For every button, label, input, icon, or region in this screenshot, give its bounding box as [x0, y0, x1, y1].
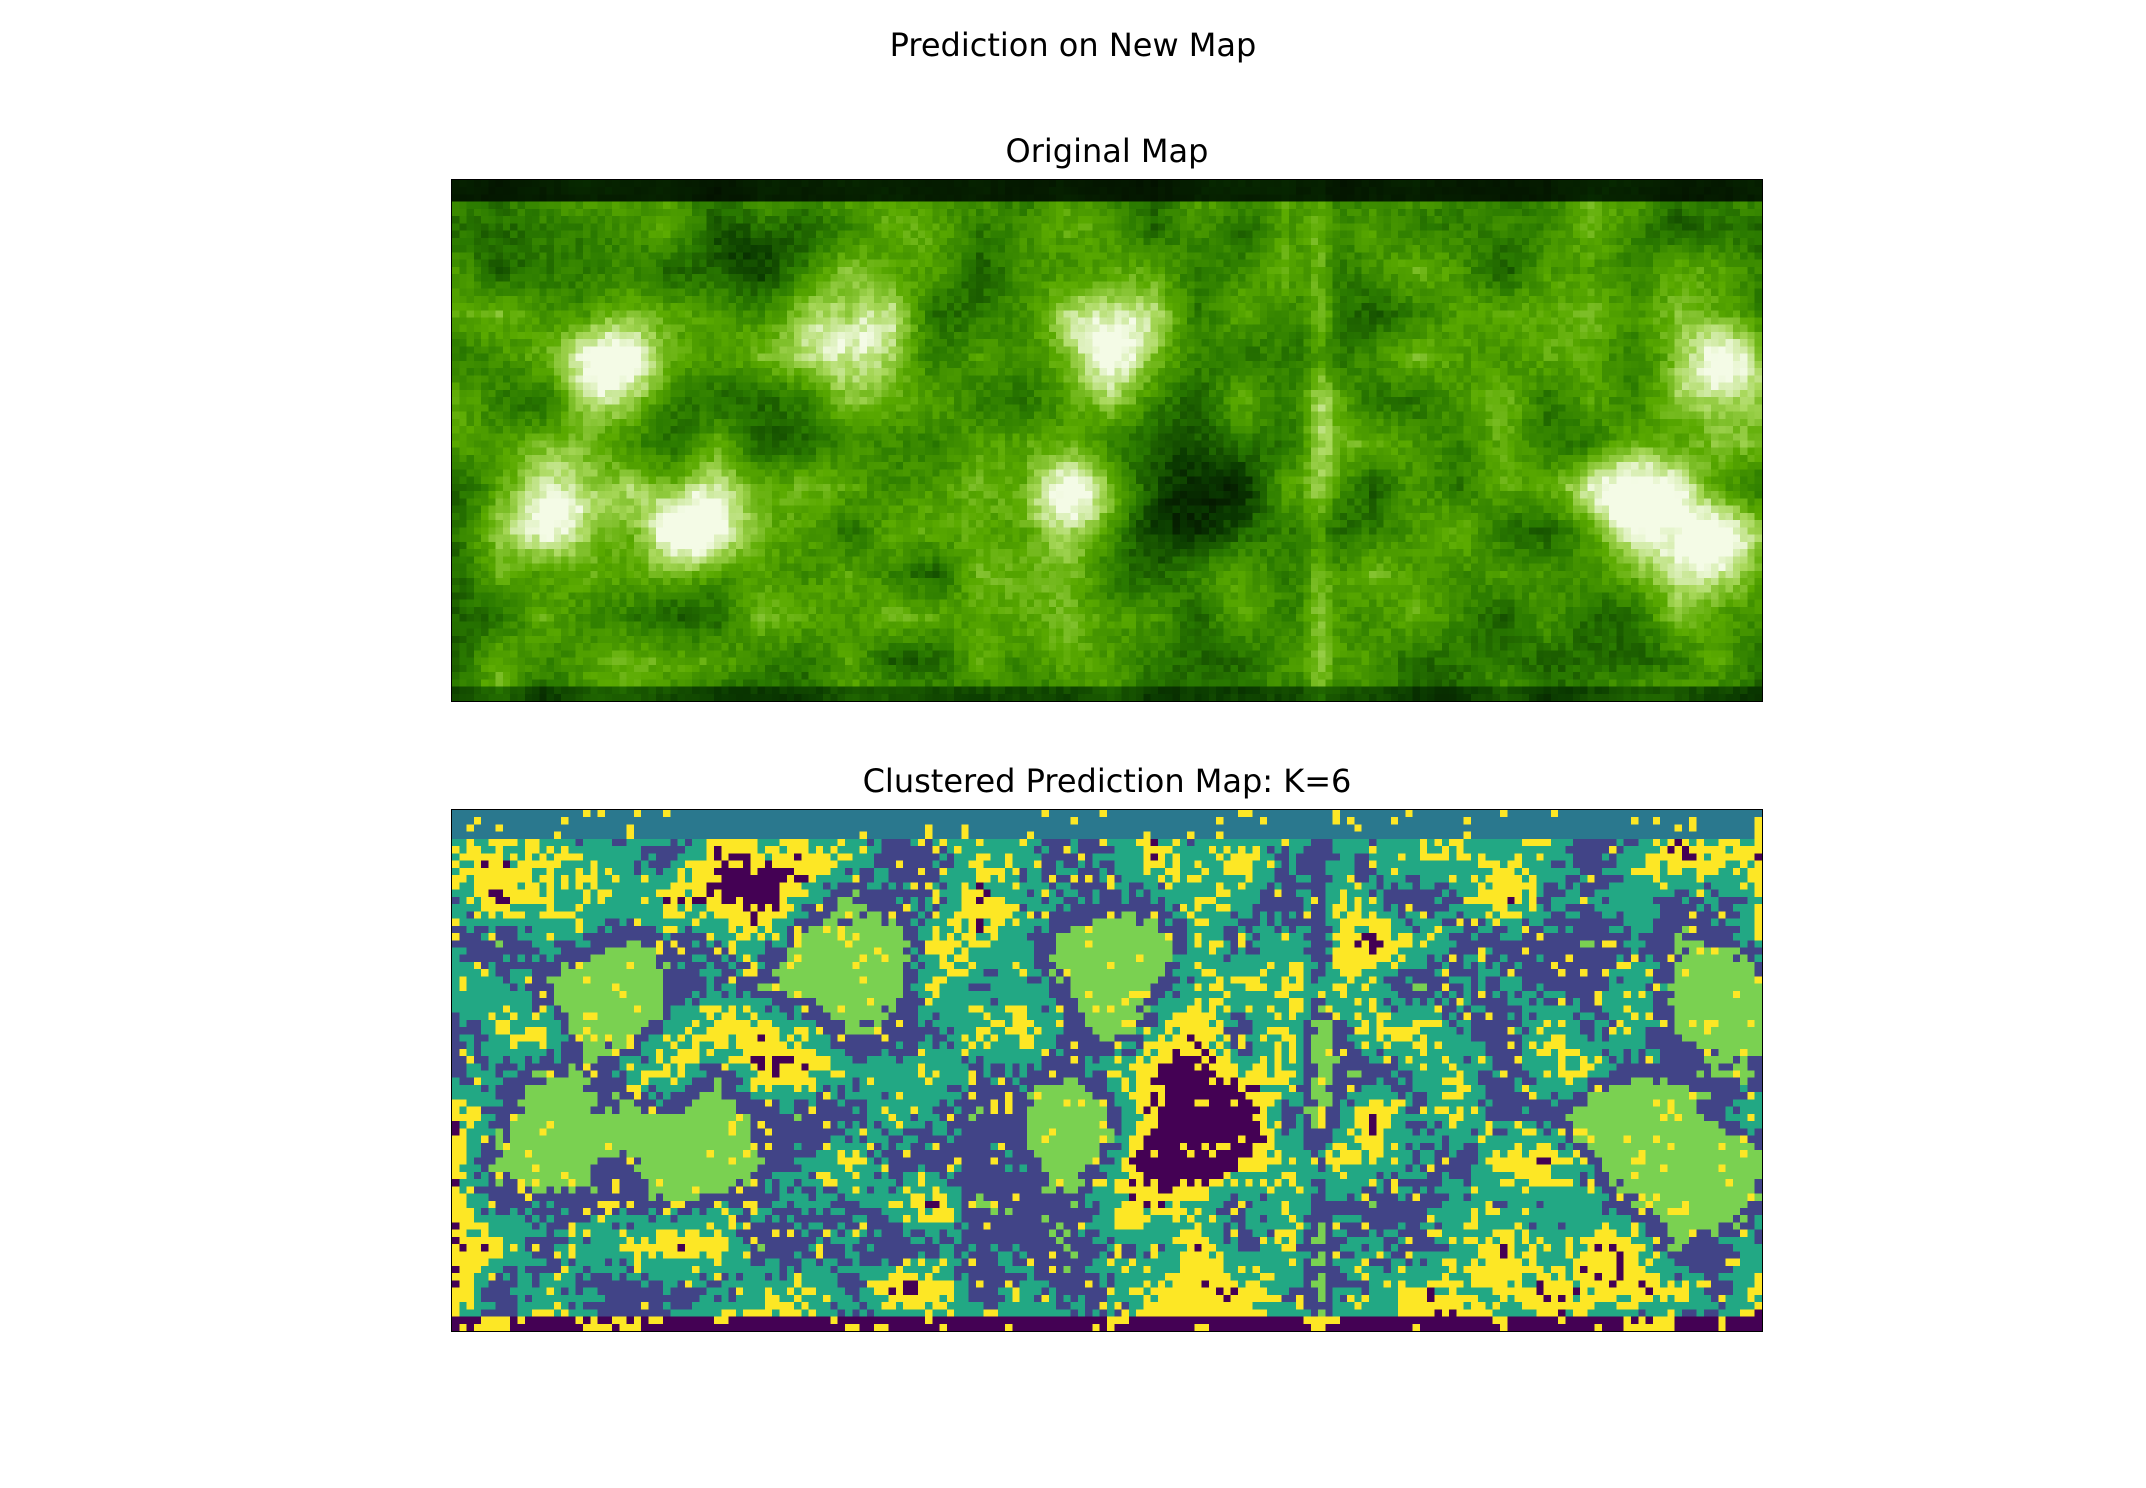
original-map-panel	[451, 179, 1763, 702]
figure-suptitle: Prediction on New Map	[889, 26, 1257, 64]
clustered-map-panel	[451, 809, 1763, 1332]
clustered-map-title: Clustered Prediction Map: K=6	[862, 762, 1352, 800]
clustered-map-image	[452, 810, 1762, 1331]
original-map-image	[452, 180, 1762, 701]
original-map-title: Original Map	[1005, 132, 1209, 170]
